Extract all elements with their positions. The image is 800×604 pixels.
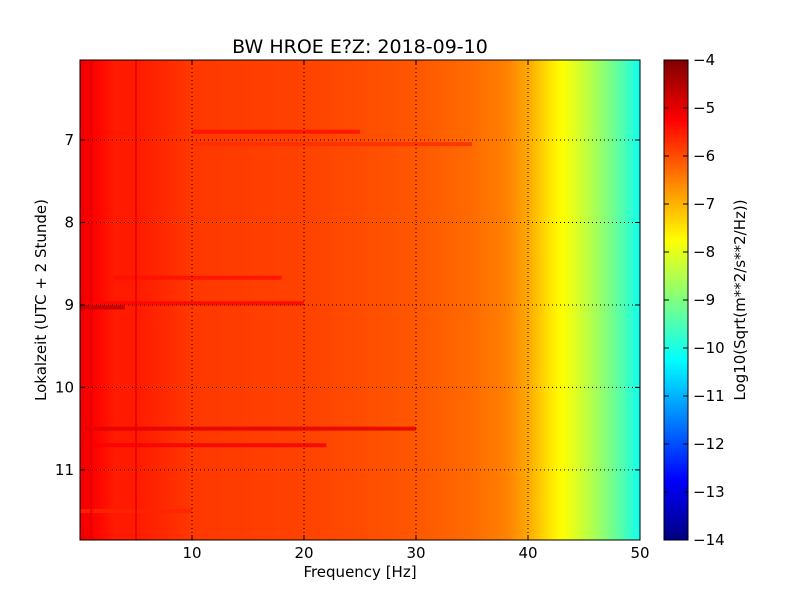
y-tick-label: 11 [55, 461, 74, 479]
x-tick-label: 50 [630, 544, 649, 562]
x-axis-ticks: 10 20 30 40 50 [182, 60, 650, 562]
x-tick-label: 20 [294, 544, 313, 562]
colorbar-ticks: −4 −5 −6 −7 −8 −9 −10 −11 −12 −13 −14 [664, 51, 725, 549]
colorbar-tick-label: −10 [693, 339, 725, 357]
colorbar-tick-label: −12 [693, 435, 725, 453]
spectrogram-band [192, 142, 472, 147]
x-tick-label: 40 [518, 544, 537, 562]
colorbar-tick-label: −8 [693, 243, 715, 261]
x-tick-label: 30 [406, 544, 425, 562]
spectrogram-band [85, 443, 327, 448]
colorbar-tick-label: −5 [693, 99, 715, 117]
y-tick-label: 9 [64, 296, 74, 314]
y-tick-label: 10 [55, 378, 74, 396]
y-axis-label: Lokalzeit (UTC + 2 Stunde) [32, 199, 50, 401]
colorbar-tick-label: −13 [693, 483, 725, 501]
heatmap-area [80, 60, 640, 540]
colorbar-tick-label: −9 [693, 291, 715, 309]
spectrogram-band [192, 129, 360, 134]
chart-title: BW HROE E?Z: 2018-09-10 [232, 36, 488, 58]
spectrogram-band [80, 305, 125, 310]
colorbar-tick-label: −14 [693, 531, 725, 549]
colorbar-tick-label: −4 [693, 51, 715, 69]
y-tick-label: 8 [64, 213, 74, 231]
spectrogram-line [90, 60, 93, 540]
colorbar-label: Log10(Sqrt(m**2/s**2/Hz)) [731, 199, 749, 400]
plot-frame [79, 59, 641, 541]
spectrogram-band [113, 275, 282, 280]
colorbar-tick-label: −7 [693, 195, 715, 213]
x-tick-label: 10 [182, 544, 201, 562]
colorbar-tick-label: −6 [693, 147, 715, 165]
y-tick-label: 7 [64, 131, 74, 149]
spectrogram-line [135, 60, 137, 540]
y-axis-ticks: 7 8 9 10 11 [55, 131, 640, 479]
spectrogram-band [85, 426, 416, 431]
spectrogram-band [85, 301, 304, 306]
colorbar-tick-label: −11 [693, 387, 725, 405]
x-axis-label: Frequency [Hz] [303, 563, 416, 581]
